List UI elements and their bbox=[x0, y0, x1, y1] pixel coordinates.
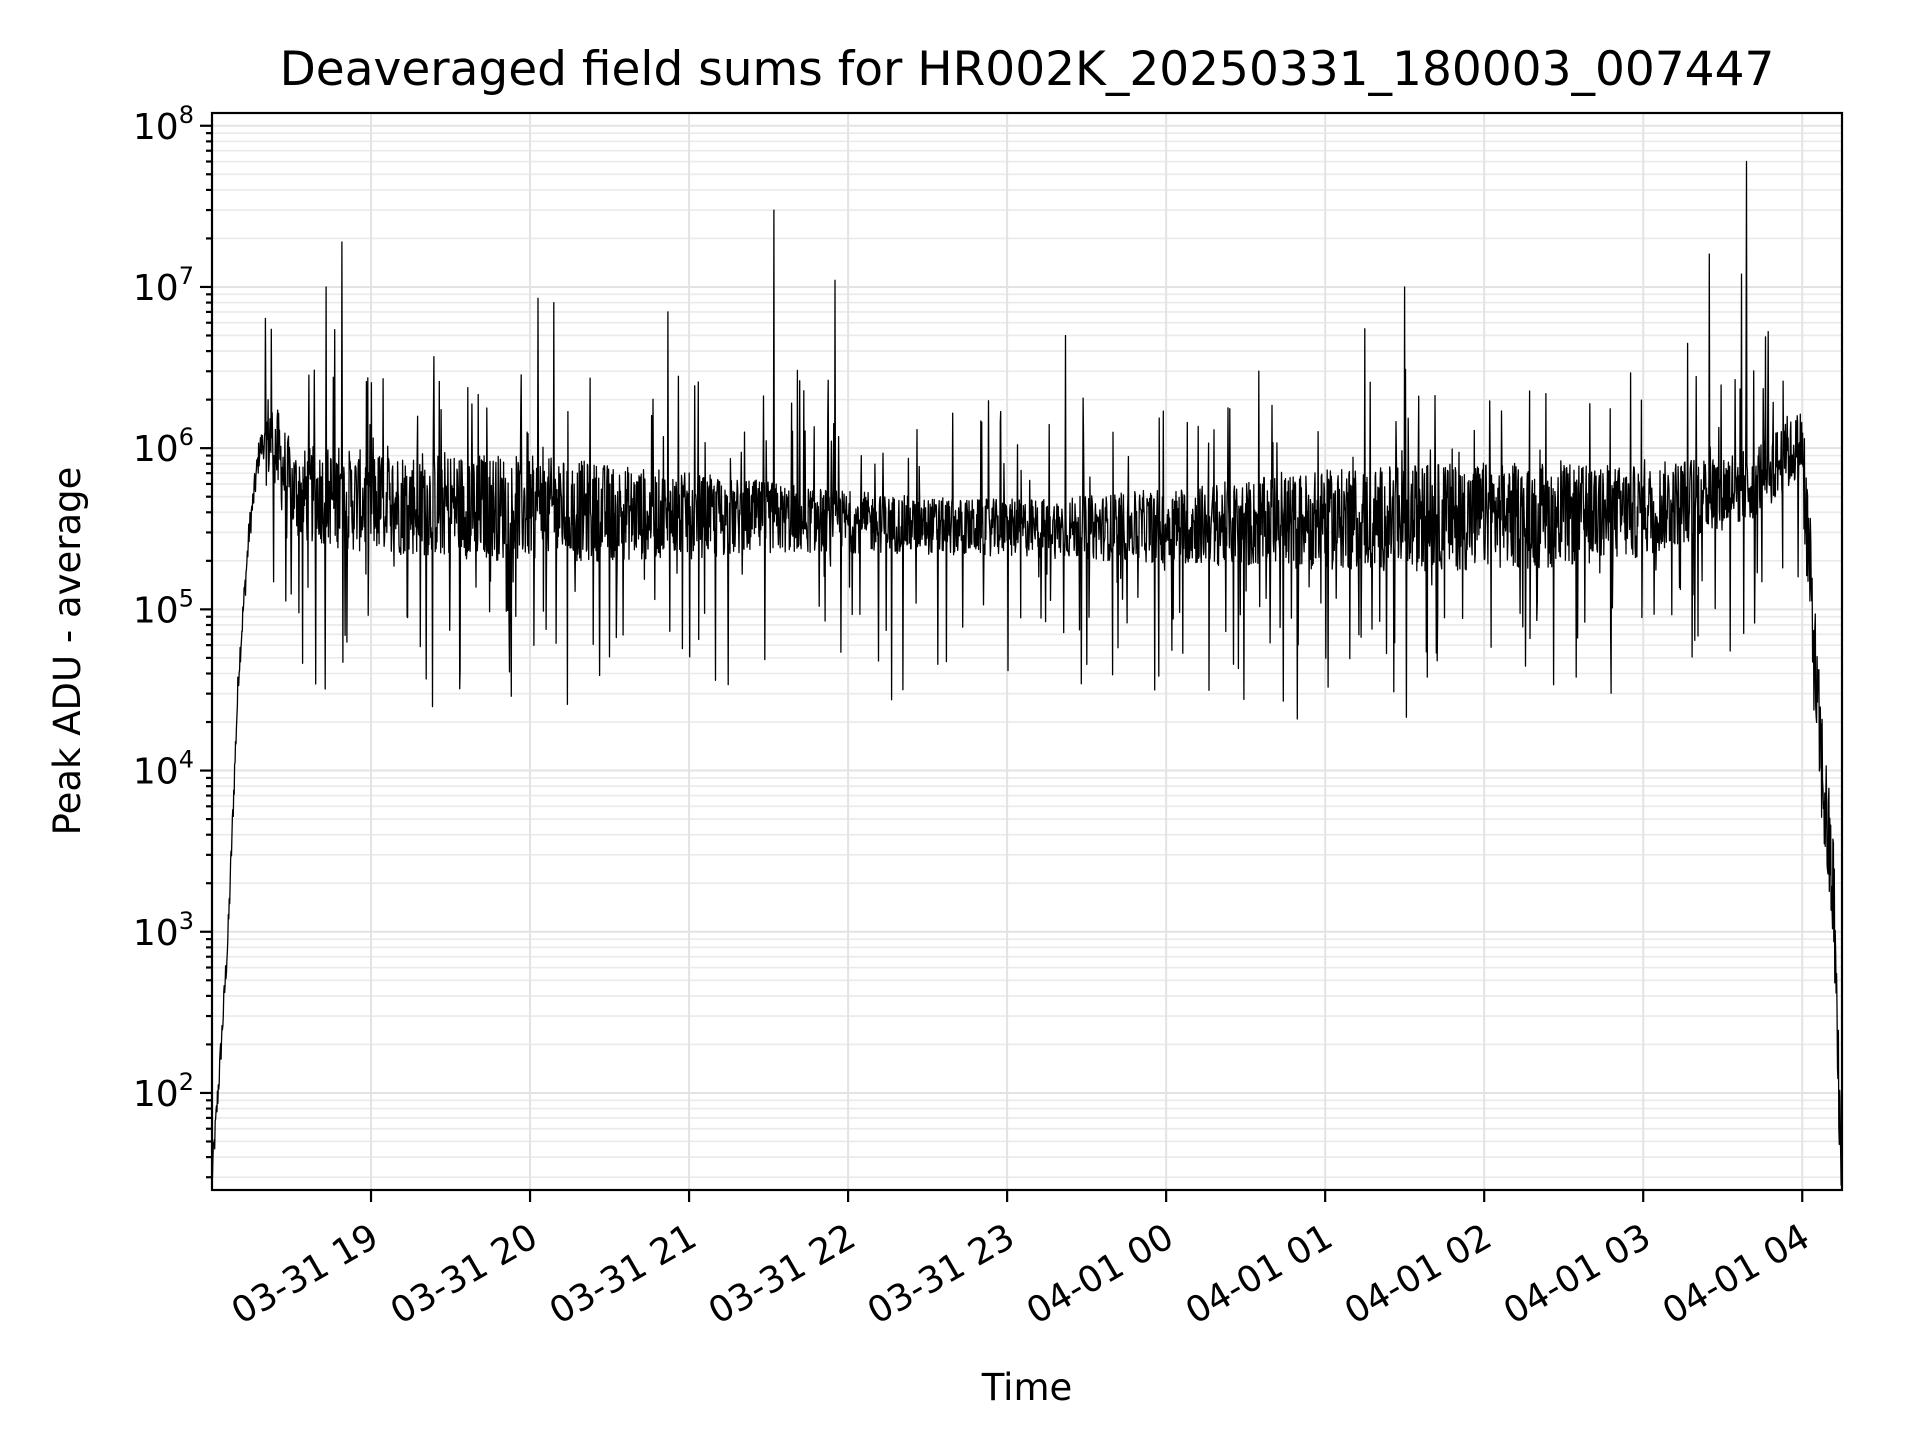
y-tick-exponent: 7 bbox=[179, 262, 194, 290]
y-axis-label: Peak ADU - average bbox=[46, 467, 89, 836]
y-tick-label: 104 bbox=[133, 746, 194, 793]
series-layer bbox=[211, 160, 1843, 1186]
plot-area bbox=[210, 111, 1844, 1192]
y-tick-base: 10 bbox=[133, 107, 179, 148]
x-tick-label: 03-31 22 bbox=[702, 1216, 863, 1332]
y-tick-base: 10 bbox=[133, 752, 179, 793]
y-tick-base: 10 bbox=[133, 429, 179, 470]
y-tick-base: 10 bbox=[133, 1074, 179, 1115]
y-tick-base: 10 bbox=[133, 913, 179, 954]
y-tick-label: 106 bbox=[133, 423, 194, 470]
x-axis-label: Time bbox=[981, 1366, 1073, 1409]
y-tick-label: 108 bbox=[133, 101, 194, 148]
x-tick-label: 03-31 21 bbox=[543, 1216, 704, 1332]
plot-background bbox=[212, 113, 1842, 1190]
x-tick-label: 03-31 23 bbox=[861, 1216, 1022, 1332]
y-tick-label: 102 bbox=[133, 1068, 194, 1115]
x-tick-label: 04-01 03 bbox=[1497, 1216, 1658, 1332]
y-tick-label: 103 bbox=[133, 907, 194, 954]
x-tick-label: 03-31 20 bbox=[384, 1216, 545, 1332]
y-tick-base: 10 bbox=[133, 590, 179, 631]
y-tick-label: 105 bbox=[133, 584, 194, 631]
x-tick-label: 04-01 01 bbox=[1179, 1216, 1340, 1332]
series-line bbox=[211, 160, 1843, 1186]
y-tick-label: 107 bbox=[133, 262, 194, 309]
y-tick-exponent: 8 bbox=[179, 101, 194, 129]
y-tick-exponent: 5 bbox=[179, 584, 194, 612]
y-tick-exponent: 2 bbox=[179, 1068, 194, 1096]
y-tick-exponent: 4 bbox=[179, 746, 194, 774]
x-tick-label: 03-31 19 bbox=[225, 1216, 386, 1332]
y-tick-exponent: 3 bbox=[179, 907, 194, 935]
plot-frame bbox=[210, 111, 1844, 1192]
y-tick-base: 10 bbox=[133, 268, 179, 309]
x-tick-label: 04-01 02 bbox=[1338, 1216, 1499, 1332]
chart-title: Deaveraged field sums for HR002K_2025033… bbox=[280, 42, 1775, 97]
x-tick-label: 04-01 04 bbox=[1656, 1216, 1817, 1332]
x-tick-label: 04-01 00 bbox=[1020, 1216, 1181, 1332]
y-tick-exponent: 6 bbox=[179, 423, 194, 451]
